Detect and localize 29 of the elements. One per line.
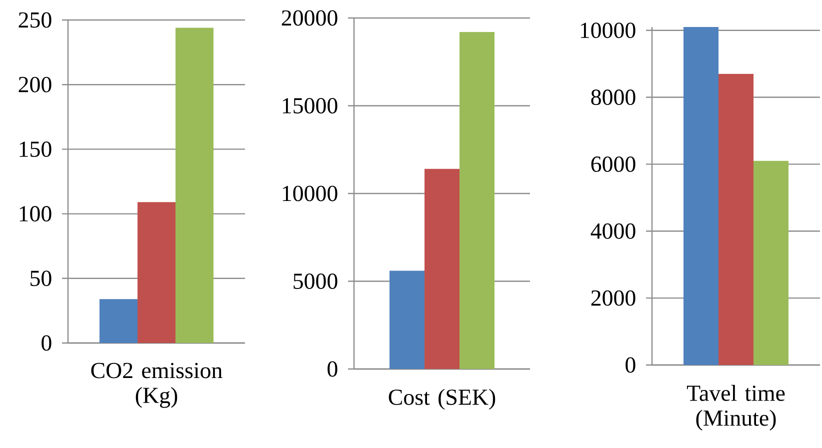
bar: [424, 168, 460, 369]
y-tick-label: 0: [328, 361, 338, 377]
y-tick-label: 4000: [590, 223, 636, 239]
bar: [684, 26, 719, 365]
y-tick-label: 5000: [294, 274, 338, 289]
y-tick-label: 0: [42, 335, 52, 351]
bar: [718, 74, 754, 365]
y-tick-label: 10000: [282, 186, 338, 202]
bar: [460, 32, 495, 369]
x-tick-label: CO2 emission (Kg): [91, 362, 222, 408]
x-tick-label: Tavel time (Minute): [686, 384, 785, 431]
y-tick-label: 15000: [282, 98, 338, 114]
y-tick-label: 50: [30, 270, 52, 286]
x-tick-label: Cost (SEK): [388, 388, 496, 410]
y-tick-label: 2000: [591, 290, 636, 306]
y-tick-label: 100: [20, 206, 52, 222]
bar: [99, 299, 138, 343]
y-tick-label: 200: [18, 76, 52, 92]
y-tick-label: 10000: [580, 22, 636, 38]
y-tick-label: 250: [18, 12, 52, 28]
y-tick-label: 20000: [282, 10, 338, 26]
bar: [754, 160, 789, 365]
bar: [390, 270, 425, 369]
y-tick-label: 150: [20, 141, 52, 157]
bar: [176, 28, 214, 343]
y-tick-label: 6000: [591, 156, 636, 172]
y-tick-label: 0: [626, 357, 636, 373]
y-tick-label: 8000: [591, 90, 636, 105]
bar: [138, 202, 176, 343]
